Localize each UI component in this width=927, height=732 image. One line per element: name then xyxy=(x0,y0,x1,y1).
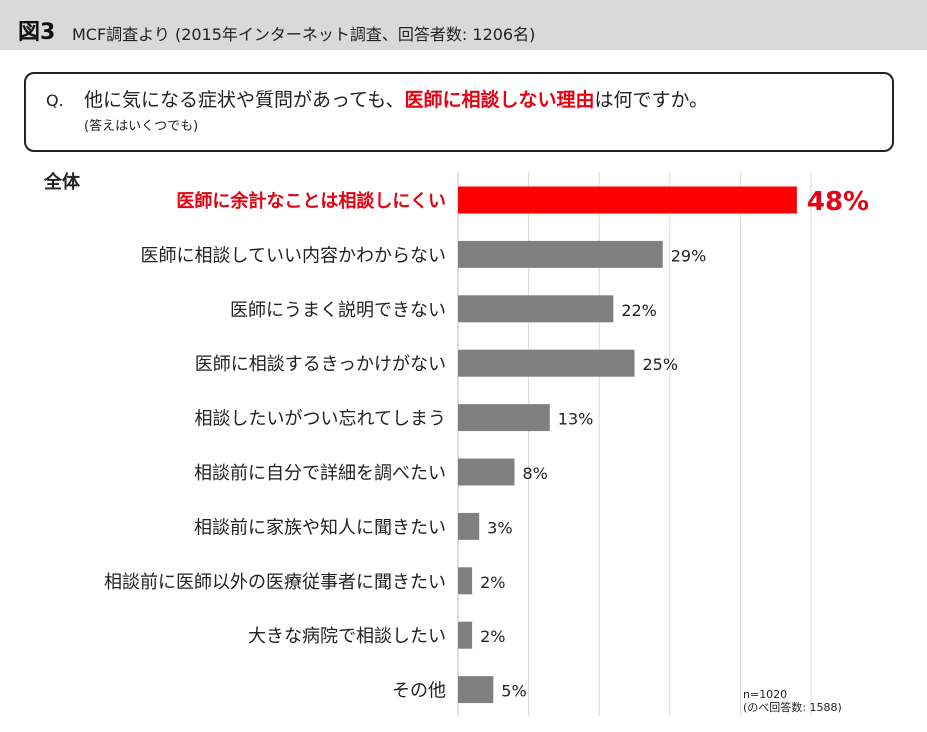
sample-size-note: n=1020 (のべ回答数: 1588) xyxy=(743,688,842,714)
bar xyxy=(458,404,550,432)
value-label: 29% xyxy=(671,246,707,265)
question-prefix: Q. xyxy=(46,91,64,110)
category-label: その他 xyxy=(392,681,446,702)
bar xyxy=(458,621,473,649)
category-label: 大きな病院で相談したい xyxy=(248,626,446,647)
bar xyxy=(458,240,663,268)
category-label: 医師に相談するきっかけがない xyxy=(195,354,446,375)
bar xyxy=(458,676,494,704)
value-label: 13% xyxy=(558,410,594,429)
value-label: 25% xyxy=(643,355,679,374)
category-label: 相談前に自分で詳細を調べたい xyxy=(194,463,446,484)
category-label: 相談前に家族や知人に聞きたい xyxy=(194,517,446,538)
category-label: 相談したいがつい忘れてしまう xyxy=(195,409,446,430)
bar xyxy=(458,295,614,323)
question-text-before: 他に気になる症状や質問があっても、 xyxy=(84,89,405,111)
value-label: 48% xyxy=(807,187,869,217)
bar xyxy=(458,567,473,595)
category-label: 相談前に医師以外の医療従事者に聞きたい xyxy=(104,572,446,593)
group-label: 全体 xyxy=(44,172,80,193)
question-text-highlight: 医師に相談しない理由 xyxy=(404,89,595,111)
value-label: 3% xyxy=(487,518,512,537)
category-label: 医師にうまく説明できない xyxy=(230,300,446,321)
figure-header: 図3 MCF調査より (2015年インターネット調査、回答者数: 1206名) xyxy=(0,0,927,50)
figure-caption: MCF調査より (2015年インターネット調査、回答者数: 1206名) xyxy=(72,25,536,44)
value-label: 22% xyxy=(621,301,657,320)
bar xyxy=(458,186,797,214)
category-label: 医師に余計なことは相談しにくい xyxy=(176,190,446,212)
bar xyxy=(458,349,635,377)
bar xyxy=(458,458,515,486)
bar xyxy=(458,512,480,540)
sample-size-line1: n=1020 xyxy=(743,688,788,701)
category-label: 医師に相談していい内容かわからない xyxy=(141,245,446,266)
value-label: 2% xyxy=(480,573,505,592)
question-box: Q. 他に気になる症状や質問があっても、医師に相談しない理由は何ですか。 (答え… xyxy=(24,72,894,152)
question-note: (答えはいくつでも) xyxy=(84,119,199,134)
sample-size-line2: (のべ回答数: 1588) xyxy=(743,701,842,714)
value-label: 2% xyxy=(480,627,505,646)
value-label: 5% xyxy=(501,682,526,701)
question-text: 他に気になる症状や質問があっても、医師に相談しない理由は何ですか。 xyxy=(84,87,708,113)
question-text-after: は何ですか。 xyxy=(594,89,709,111)
value-label: 8% xyxy=(522,464,547,483)
figure-label: 図3 xyxy=(18,20,56,45)
